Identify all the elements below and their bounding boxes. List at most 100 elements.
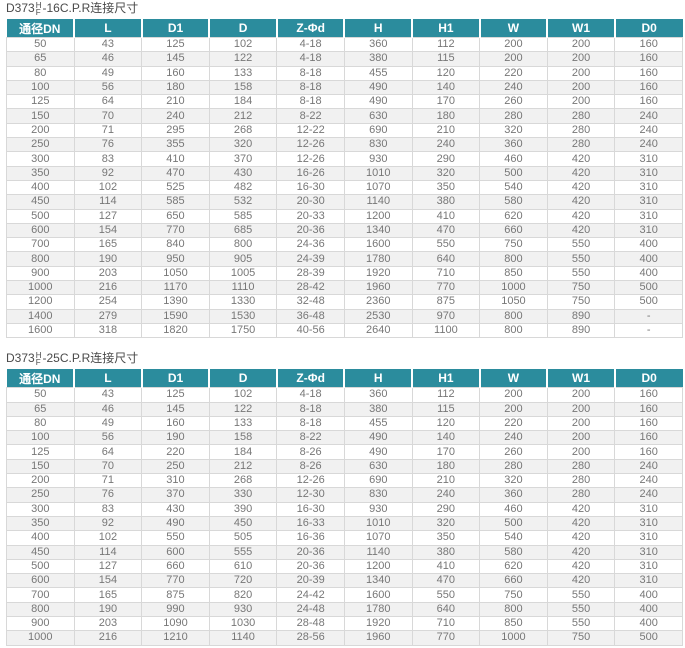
table-cell: 46 [73,401,143,417]
table-cell: 800 [479,601,548,617]
table-cell: 240 [479,79,548,96]
table-cell: 2530 [343,308,413,324]
table-cell: 1820 [141,322,210,339]
table-cell: 900 [6,615,75,632]
table-section-pn25: D373 H F -25C.P.R连接尺寸 通径DN L D1 D Z-Φd H H1 W W1 D0 … [6,351,683,646]
table-cell: 1070 [343,530,413,546]
table-cell: 8-18 [276,415,345,432]
table-cell: 240 [614,137,683,153]
table-cell: 280 [546,122,616,139]
table-cell: 320 [479,473,548,489]
table-cell: 200 [6,473,75,489]
column-header: 通径DN [6,19,75,38]
table-cell: 120 [411,415,481,432]
table-cell: 8-26 [276,458,345,475]
table-cell: 318 [73,322,143,339]
table-cell: 28-48 [276,615,345,632]
table-cell: 4-18 [276,36,345,53]
table-cell: 490 [343,94,413,110]
table-cell: 350 [6,165,75,181]
table-cell: 550 [546,251,616,267]
table-cell: 12-30 [276,487,345,503]
table-cell: 310 [614,544,683,560]
table-cell: 24-42 [276,587,345,603]
table-cell: 620 [479,558,548,575]
table-cell: 16-36 [276,530,345,546]
table-cell: 125 [141,36,210,53]
table-row: 1400 279 1590 1530 36-48 2530 970 800 890- [6,308,683,324]
table-cell: 890 [546,322,616,339]
table-cell: 160 [614,51,683,67]
table-cell: 310 [614,194,683,210]
table-cell: 200 [546,387,616,403]
table-cell: 400 [6,179,75,196]
table-cell: 800 [479,251,548,267]
table-cell: 350 [6,515,75,532]
column-header: L [73,19,142,38]
table-cell: 170 [411,444,481,460]
table-cell: 400 [614,587,683,603]
table-cell: 2640 [343,322,413,339]
table-cell: 240 [614,473,683,489]
table-cell: 580 [479,544,548,560]
table-cell: 500 [614,294,683,310]
table-cell: 65 [6,401,75,417]
table-cell: 370 [208,151,278,167]
table-cell: 20-36 [276,544,345,560]
table-cell: 280 [546,108,616,124]
table-cell: 1600 [343,587,413,603]
table-cell: 280 [479,108,548,124]
table-cell: 420 [546,501,616,517]
table-row: 800 190 990 930 24-48 1780 640 800 550 400 [6,601,683,617]
table-row: 700 165 875 820 24-42 1600 550 750 550 400 [6,587,683,603]
table-cell: 770 [141,222,210,239]
table-cell: 420 [546,573,616,589]
table-cell: 970 [411,308,481,324]
column-header: W1 [546,369,615,388]
table-cell: 550 [411,237,481,253]
table-cell: 490 [343,430,413,446]
table-cell: 550 [546,601,616,617]
table-body: 50 43 125 102 4-18 360 112 200 200 160 65 46 145 122 4… [6,36,683,339]
table-row: 500 127 650 585 20-33 1200 410 620 420 310 [6,208,683,224]
table-cell: 450 [208,515,278,532]
table-cell: 115 [411,401,481,417]
table-row: 50 43 125 102 4-18 360 112 200 200 160 [6,36,683,53]
table-cell: 280 [546,458,616,475]
table-cell: 490 [141,515,210,532]
table-cell: 875 [141,587,210,603]
column-header: W [478,19,548,38]
table-cell: 500 [614,280,683,296]
table-cell: 240 [141,108,210,124]
table-cell: 112 [411,36,481,53]
table-cell: 240 [614,108,683,124]
table-cell: 1590 [141,308,210,324]
table-cell: 184 [208,444,278,460]
table-cell: 410 [411,208,481,224]
table-cell: 64 [73,94,143,110]
table-cell: 420 [546,515,616,532]
table-cell: 70 [73,108,143,124]
table-cell: 102 [208,387,278,403]
table-cell: 685 [208,222,278,239]
table-cell: 720 [208,573,278,589]
table-cell: 24-39 [276,251,345,267]
table-cell: 125 [6,94,75,110]
table-cell: 360 [343,36,413,53]
table-cell: 50 [6,387,75,403]
table-cell: 800 [6,251,75,267]
table-cell: 650 [141,208,210,224]
table-title-pn16: D373 H F -16C.P.R连接尺寸 [6,1,683,17]
table-cell: 127 [73,208,143,224]
table-cell: 360 [479,137,548,153]
table-row: 125 64 210 184 8-18 490 170 260 200 160 [6,94,683,110]
table-cell: 12-22 [276,122,345,139]
table-cell: 420 [546,530,616,546]
table-cell: 470 [141,165,210,181]
table-cell: 770 [411,280,481,296]
table-cell: 210 [411,122,481,139]
table-row: 200 71 310 268 12-26 690 210 320 280 240 [6,473,683,489]
table-cell: 1210 [141,630,210,646]
